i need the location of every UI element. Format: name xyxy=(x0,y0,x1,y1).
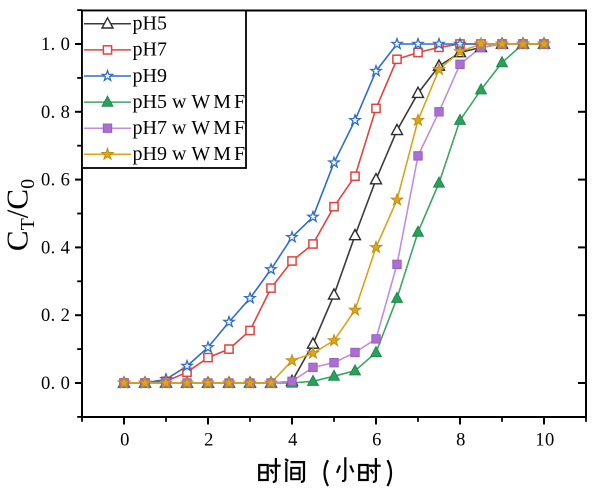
svg-text:pH5: pH5 xyxy=(133,13,167,35)
svg-text:0. 8: 0. 8 xyxy=(41,103,70,123)
svg-text:pH9 w WMF: pH9 w WMF xyxy=(133,143,249,165)
svg-text:2: 2 xyxy=(204,431,214,451)
svg-text:0. 6: 0. 6 xyxy=(41,171,70,191)
svg-text:CT/C0: CT/C0 xyxy=(0,179,39,251)
svg-text:pH7 w WMF: pH7 w WMF xyxy=(133,117,249,139)
svg-text:10: 10 xyxy=(535,431,555,451)
svg-text:pH9: pH9 xyxy=(133,65,167,87)
svg-text:0. 4: 0. 4 xyxy=(41,238,70,258)
svg-text:0: 0 xyxy=(120,431,130,451)
svg-text:0. 0: 0. 0 xyxy=(41,374,70,394)
svg-text:pH7: pH7 xyxy=(133,39,167,61)
svg-text:6: 6 xyxy=(372,431,382,451)
svg-text:8: 8 xyxy=(456,431,466,451)
svg-text:pH5 w WMF: pH5 w WMF xyxy=(133,91,249,113)
svg-text:4: 4 xyxy=(288,431,298,451)
svg-text:1. 0: 1. 0 xyxy=(41,35,70,55)
svg-text:0. 2: 0. 2 xyxy=(41,306,70,326)
